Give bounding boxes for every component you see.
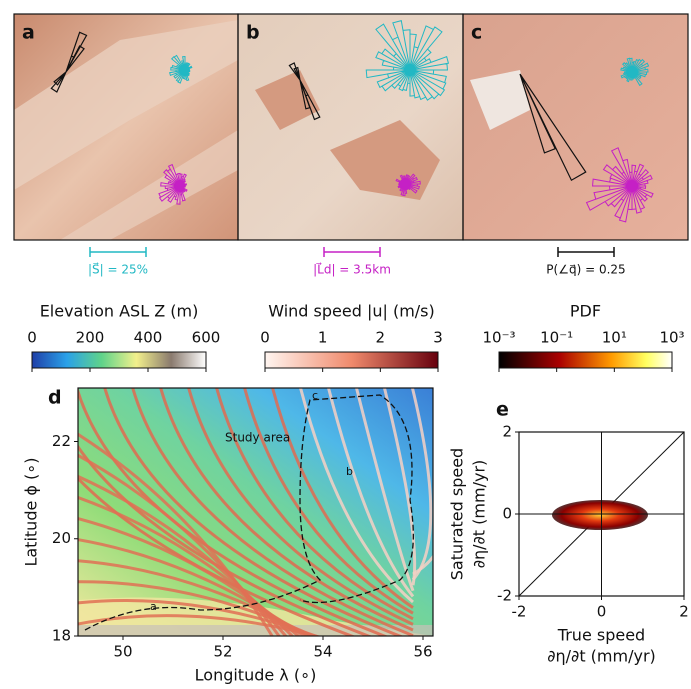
photo-c	[463, 14, 688, 240]
scale-bars: |S⃗| = 25% |L⃗d| = 3.5km P(∠q⃗) = 0.25	[88, 247, 626, 277]
streamline	[299, 388, 414, 604]
rose-diagram	[585, 147, 654, 223]
scale-bar	[323, 247, 381, 257]
study-area-outline	[84, 394, 414, 631]
colorbar-title: Wind speed |u| (m/s)	[268, 302, 435, 321]
y-axis-label: Saturated speed	[448, 448, 467, 580]
dune	[60, 130, 238, 240]
streamline	[412, 554, 433, 576]
colorbar-tick-label: 600	[192, 329, 221, 347]
scale-bar	[89, 247, 147, 257]
colorbar	[498, 351, 673, 369]
y-tick-label: -2	[497, 587, 512, 605]
y-tick-label: 22	[52, 432, 71, 450]
colorbar-tick-label: 10⁻¹	[540, 329, 573, 347]
panel-label: c	[471, 22, 482, 44]
map-frame	[77, 387, 434, 637]
colorbar	[264, 351, 439, 369]
x-tick-label: -2	[512, 603, 527, 621]
colorbar-tick-label: 3	[433, 329, 443, 347]
streamline	[354, 388, 415, 592]
x-tick-label: 2	[679, 603, 689, 621]
annotation: Study area	[225, 431, 290, 445]
x-tick-label: 50	[113, 643, 132, 661]
density-cloud	[552, 500, 648, 530]
y-tick-label: 0	[502, 505, 512, 523]
colorbar-tick-label: 1	[318, 329, 328, 347]
annotation: c	[312, 389, 318, 402]
rose-diagram	[169, 54, 193, 84]
flux-rose	[519, 73, 587, 182]
panel-label: b	[246, 22, 260, 44]
streamline	[327, 388, 415, 598]
colorbar-tick-label: 200	[76, 329, 105, 347]
streamline	[187, 388, 414, 626]
x-tick-label: 56	[413, 643, 432, 661]
colorbar-tick-label: 400	[134, 329, 163, 347]
x-axis-label: ∂η/∂t (mm/yr)	[547, 647, 656, 666]
streamline	[243, 388, 414, 615]
flux-rose	[288, 62, 301, 81]
rose-diagram	[620, 57, 650, 87]
rose-diagram	[395, 173, 421, 197]
streamlines	[78, 388, 433, 636]
rose-diagram	[365, 19, 450, 101]
colorbar-tick-label: 0	[260, 329, 270, 347]
colorbar-tick-label: 10¹	[602, 329, 627, 347]
streamline	[78, 432, 274, 636]
scale-label: |S⃗| = 25%	[88, 262, 148, 276]
photo-b	[238, 14, 463, 240]
rose-diagram	[158, 163, 188, 205]
flux-rose	[65, 31, 88, 73]
scale-label: |L⃗d| = 3.5km	[313, 262, 391, 276]
x-tick-label: 0	[597, 603, 607, 621]
flux-rose	[299, 79, 321, 121]
colorbar-title: Elevation ASL Z (m)	[40, 302, 199, 321]
y-axis-label: Latitude ϕ (∘)	[22, 457, 41, 566]
streamline	[78, 444, 373, 636]
colorbar-tick-label: 2	[376, 329, 386, 347]
dune	[255, 70, 320, 130]
y-axis-label: ∂η/∂t (mm/yr)	[470, 460, 489, 569]
flux-rose	[50, 71, 67, 93]
colorbar	[31, 351, 207, 369]
x-tick-label: 54	[313, 643, 332, 661]
streamline	[271, 388, 414, 609]
panel-label: e	[496, 399, 509, 421]
photo-panels	[13, 13, 689, 241]
streamline	[78, 614, 322, 636]
colorbar-tick-label: 10³	[659, 329, 684, 347]
y-tick-label: 2	[502, 423, 512, 441]
colorbar-title: PDF	[570, 302, 601, 321]
scale-bar	[557, 247, 615, 257]
annotation: a	[150, 600, 157, 613]
streamline	[78, 476, 356, 636]
annotation: b	[346, 465, 353, 478]
scale-label: P(∠q⃗) = 0.25	[546, 263, 625, 277]
streamline	[103, 388, 404, 636]
x-axis-label: Longitude λ (∘)	[195, 666, 317, 685]
y-tick-label: 20	[52, 529, 71, 547]
flat	[470, 70, 530, 130]
panel-label: d	[48, 387, 62, 409]
y-tick-label: 18	[52, 627, 71, 645]
panel-label: a	[22, 22, 35, 44]
colorbar-tick-label: 10⁻³	[482, 329, 515, 347]
streamline	[131, 388, 414, 636]
x-tick-label: 52	[213, 643, 232, 661]
streamline	[159, 388, 414, 632]
streamline	[215, 388, 414, 621]
x-axis-label: True speed	[557, 626, 645, 645]
colorbar-tick-label: 0	[27, 329, 37, 347]
